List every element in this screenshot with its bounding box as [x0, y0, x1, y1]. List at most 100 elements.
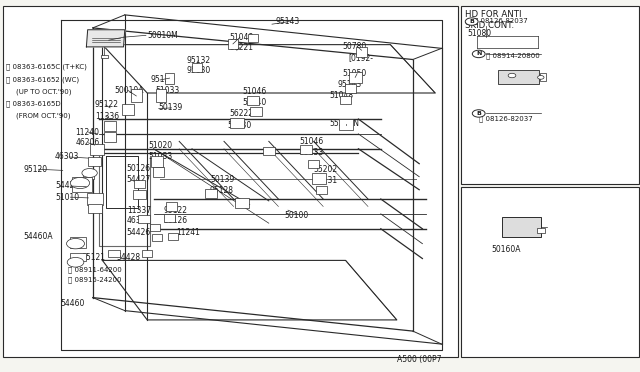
- Text: (FROM OCT.'90): (FROM OCT.'90): [16, 113, 70, 119]
- Text: Ⓑ 08126-82037: Ⓑ 08126-82037: [479, 116, 532, 122]
- Text: 54426: 54426: [127, 228, 151, 237]
- Bar: [151, 156, 163, 167]
- Text: Ⓑ 08126-82037: Ⓑ 08126-82037: [474, 17, 527, 24]
- Bar: [540, 73, 546, 81]
- Bar: [345, 84, 356, 93]
- Circle shape: [82, 169, 97, 177]
- Bar: [316, 186, 327, 194]
- Circle shape: [472, 50, 485, 58]
- Bar: [461, 187, 639, 357]
- Text: 51030: 51030: [227, 121, 252, 130]
- Bar: [312, 173, 326, 184]
- Bar: [235, 198, 249, 208]
- Text: 95133: 95133: [300, 148, 324, 157]
- Bar: [3, 6, 458, 357]
- Text: 50126: 50126: [163, 217, 188, 225]
- Text: B: B: [469, 19, 474, 24]
- Text: 95128: 95128: [210, 186, 234, 195]
- Text: [0192-: [0192-: [349, 53, 374, 62]
- Text: 50780: 50780: [342, 42, 367, 51]
- Bar: [349, 72, 362, 83]
- Text: 51010: 51010: [55, 193, 79, 202]
- Text: 95120: 95120: [23, 165, 47, 174]
- Text: 11336: 11336: [95, 112, 119, 121]
- Text: 50810M: 50810M: [147, 31, 178, 40]
- Bar: [340, 96, 351, 104]
- Polygon shape: [86, 30, 125, 47]
- Bar: [153, 167, 164, 176]
- Text: 11240: 11240: [76, 128, 100, 137]
- Bar: [247, 96, 259, 105]
- Text: 55204N: 55204N: [330, 119, 360, 128]
- Bar: [131, 89, 142, 102]
- Text: 54427: 54427: [127, 175, 151, 184]
- Bar: [250, 107, 262, 116]
- Bar: [228, 39, 238, 48]
- Circle shape: [67, 257, 84, 267]
- Text: 50160A: 50160A: [492, 245, 521, 254]
- Bar: [104, 121, 116, 131]
- Bar: [192, 63, 202, 72]
- Text: 54428: 54428: [116, 253, 141, 262]
- Bar: [502, 217, 541, 237]
- Circle shape: [508, 73, 516, 78]
- Text: 95130: 95130: [187, 66, 211, 75]
- Text: A500 (00P7: A500 (00P7: [397, 355, 442, 364]
- Text: B: B: [476, 111, 481, 116]
- Text: 95131: 95131: [314, 176, 338, 185]
- Bar: [461, 6, 639, 184]
- Text: Ⓢ 08363-6165D: Ⓢ 08363-6165D: [6, 101, 61, 108]
- Bar: [164, 214, 175, 222]
- Bar: [138, 215, 150, 223]
- Text: 54460: 54460: [61, 299, 85, 308]
- Text: 51048: 51048: [330, 92, 354, 100]
- Text: 95143: 95143: [275, 17, 300, 26]
- Bar: [133, 189, 146, 199]
- Bar: [205, 189, 217, 198]
- Text: 51048: 51048: [229, 33, 253, 42]
- Text: 50100: 50100: [285, 211, 309, 219]
- Bar: [498, 70, 540, 84]
- Bar: [90, 144, 104, 155]
- Bar: [134, 180, 145, 188]
- Bar: [152, 234, 162, 241]
- Text: HD FOR ANTI
SKID CONT.: HD FOR ANTI SKID CONT.: [465, 10, 521, 30]
- Bar: [537, 228, 545, 233]
- Bar: [339, 119, 353, 130]
- Text: 51020: 51020: [148, 141, 173, 150]
- Text: Ⓝ 08914-20800: Ⓝ 08914-20800: [486, 52, 540, 59]
- Circle shape: [538, 76, 544, 79]
- Bar: [108, 250, 120, 257]
- Bar: [122, 104, 134, 115]
- Bar: [70, 253, 86, 261]
- Text: (UP TO OCT.'90): (UP TO OCT.'90): [16, 88, 72, 95]
- Bar: [72, 177, 92, 192]
- Bar: [166, 202, 177, 211]
- Text: 50010A: 50010A: [114, 86, 143, 95]
- Bar: [104, 132, 116, 141]
- Circle shape: [465, 18, 478, 25]
- Text: 95132: 95132: [187, 56, 211, 65]
- Polygon shape: [61, 20, 442, 350]
- Text: 51033: 51033: [148, 153, 173, 161]
- Text: 46303: 46303: [55, 153, 79, 161]
- Bar: [156, 89, 166, 102]
- Text: 51033: 51033: [155, 86, 179, 95]
- Text: 11241: 11241: [176, 228, 200, 237]
- Bar: [88, 203, 102, 213]
- Text: 56221: 56221: [229, 43, 253, 52]
- Bar: [230, 118, 244, 128]
- Text: 95122: 95122: [163, 206, 187, 215]
- Bar: [143, 250, 152, 257]
- Text: 51040: 51040: [242, 98, 266, 107]
- Text: N: N: [476, 51, 481, 57]
- Text: 51080: 51080: [467, 29, 492, 38]
- Text: 95121: 95121: [82, 253, 106, 262]
- Text: 55490N: 55490N: [506, 219, 536, 228]
- Text: 54425: 54425: [55, 182, 79, 190]
- Text: Ⓝ 08915-24200: Ⓝ 08915-24200: [68, 276, 122, 283]
- Text: 54460A: 54460A: [23, 232, 52, 241]
- Bar: [300, 145, 312, 154]
- Bar: [101, 55, 108, 58]
- Text: 56222: 56222: [229, 109, 253, 118]
